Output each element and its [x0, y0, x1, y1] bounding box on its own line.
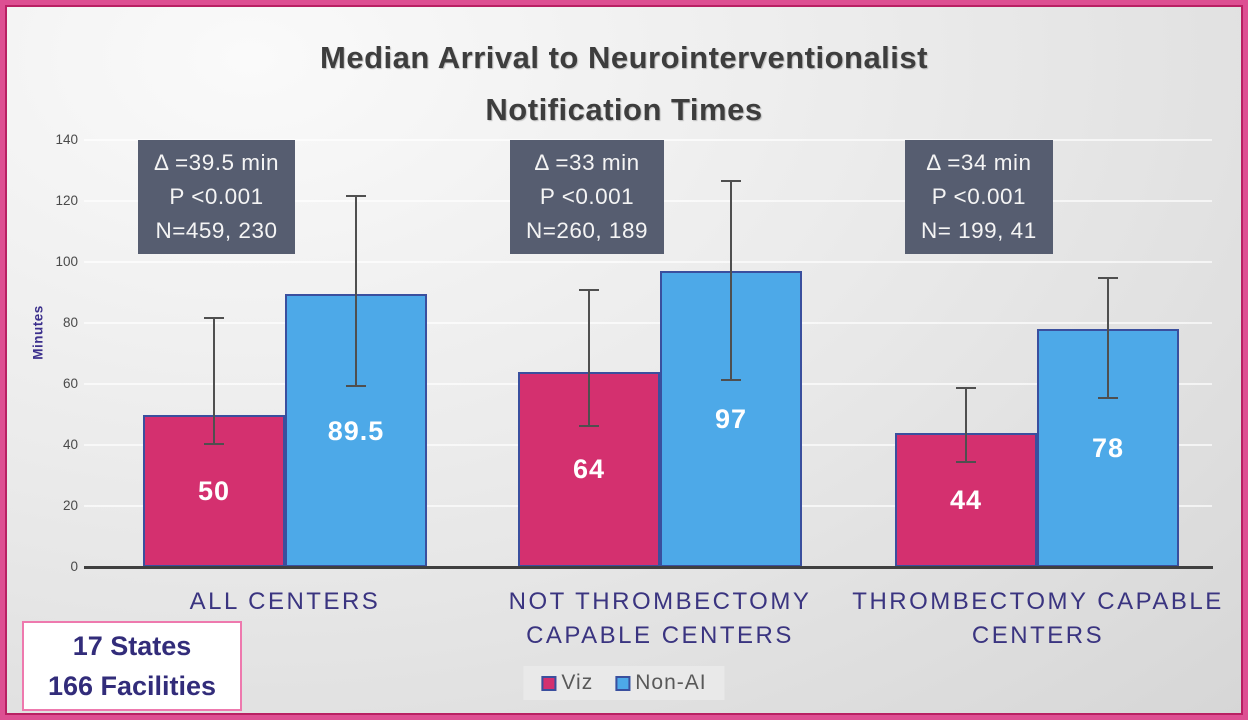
y-tick-label: 120: [55, 193, 78, 208]
non-ai-bar-value-label: 78: [1091, 433, 1125, 464]
y-tick-label: 140: [55, 132, 78, 147]
legend-item-non-ai: Non-AI: [615, 671, 706, 695]
legend-label: Viz: [561, 671, 594, 694]
y-tick-label: 80: [62, 315, 78, 330]
viz-error-bar: [213, 316, 215, 445]
y-tick-label: 0: [70, 559, 78, 574]
non-ai-error-cap-bottom: [1098, 397, 1118, 400]
non-ai-error-bar: [730, 179, 732, 381]
legend-swatch-icon: [541, 675, 557, 691]
non-ai-bar-value-label: 97: [714, 404, 748, 435]
stats-annotation-box: Δ =34 min P <0.001 N= 199, 41: [905, 140, 1053, 254]
non-ai-error-cap-bottom: [721, 378, 741, 381]
annotation-n: N=459, 230: [155, 218, 278, 243]
non-ai-bar-value-label: 89.5: [327, 415, 385, 446]
stats-annotation-box: Δ =39.5 min P <0.001 N=459, 230: [138, 140, 295, 254]
viz-error-cap-bottom: [579, 424, 599, 427]
annotation-n: N=260, 189: [526, 218, 648, 243]
chart-title: Median Arrival to Neurointerventionalist…: [0, 32, 1248, 136]
annotation-delta: Δ =33 min: [534, 150, 640, 175]
footnote-states: 17 States: [72, 631, 192, 661]
gridline: [84, 322, 1212, 324]
annotation-p: P <0.001: [539, 184, 635, 209]
legend-swatch-icon: [615, 675, 631, 691]
viz-bar-value-label: 50: [197, 475, 231, 506]
viz-bar-value-label: 64: [572, 454, 606, 485]
annotation-delta: Δ =34 min: [926, 150, 1032, 175]
viz-error-cap-top: [956, 387, 976, 390]
chart-title-line2: Notification Times: [485, 92, 763, 127]
y-axis-title: Minutes: [30, 305, 46, 360]
viz-bar-value-label: 44: [949, 484, 983, 515]
y-tick-label: 20: [62, 498, 78, 513]
non-ai-error-cap-bottom: [346, 385, 366, 388]
legend-label: Non-AI: [635, 671, 707, 694]
y-tick-label: 100: [55, 254, 78, 269]
chart-title-line1: Median Arrival to Neurointerventionalist: [320, 40, 928, 75]
footnote-facilities: 166 Facilities: [47, 671, 217, 701]
viz-error-cap-top: [204, 316, 224, 319]
category-label: NOT THROMBECTOMY CAPABLE CENTERS: [508, 588, 812, 649]
stats-annotation-box: Δ =33 min P <0.001 N=260, 189: [510, 140, 664, 254]
annotation-delta: Δ =39.5 min: [154, 150, 279, 175]
y-tick-label: 60: [62, 376, 78, 391]
viz-error-bar: [588, 289, 590, 427]
viz-error-cap-top: [579, 289, 599, 292]
non-ai-error-bar: [1107, 277, 1109, 400]
chart-legend: Viz Non-AI: [523, 666, 725, 700]
viz-error-cap-bottom: [204, 443, 224, 445]
viz-error-bar: [965, 387, 967, 464]
non-ai-error-cap-top: [721, 179, 741, 182]
viz-error-cap-bottom: [956, 461, 976, 464]
non-ai-error-bar: [355, 194, 357, 388]
x-axis-line: [84, 566, 1213, 569]
annotation-p: P <0.001: [931, 184, 1026, 209]
gridline: [84, 261, 1212, 263]
footnote-box: 17 States 166 Facilities: [22, 621, 242, 711]
legend-item-viz: Viz: [541, 671, 593, 695]
category-label: ALL CENTERS: [189, 588, 381, 615]
annotation-p: P <0.001: [169, 184, 264, 209]
category-label: THROMBECTOMY CAPABLE CENTERS: [852, 588, 1224, 649]
non-ai-error-cap-top: [346, 194, 366, 197]
y-tick-label: 40: [62, 437, 78, 452]
annotation-n: N= 199, 41: [921, 218, 1037, 243]
non-ai-error-cap-top: [1098, 277, 1118, 280]
